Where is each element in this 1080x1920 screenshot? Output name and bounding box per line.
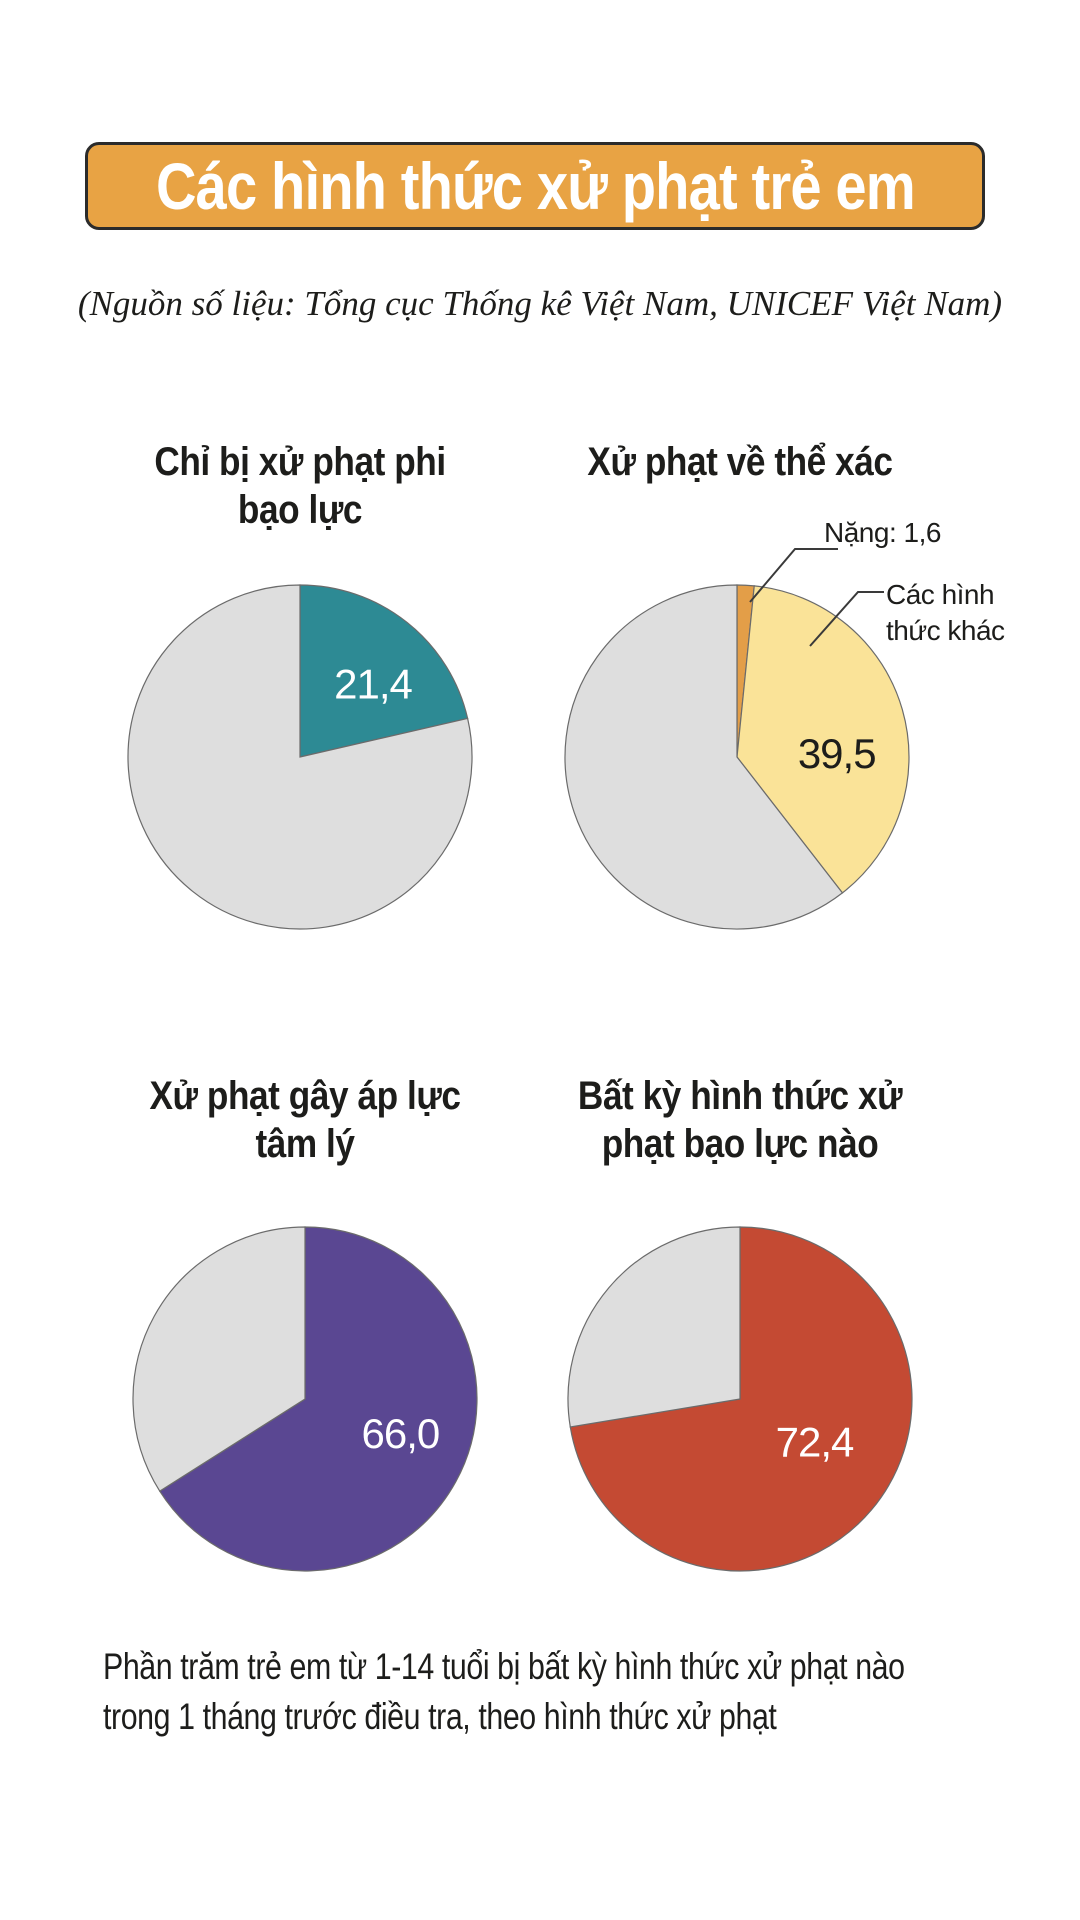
chart-title-line: phạt bạo lực nào xyxy=(601,1122,879,1166)
footer-caption: Phần trăm trẻ em từ 1-14 tuổi bị bất kỳ … xyxy=(103,1642,1021,1742)
source-note: (Nguồn số liệu: Tổng cục Thống kê Việt N… xyxy=(77,284,1003,323)
chart-title-line: tâm lý xyxy=(255,1122,355,1166)
chart-title-line: Bất kỳ hình thức xử xyxy=(577,1074,903,1118)
pie-value-label: 66,0 xyxy=(362,1410,440,1457)
pie-slice xyxy=(299,584,469,758)
pie-value-label: 39,5 xyxy=(798,730,876,777)
pie-slice xyxy=(127,584,473,930)
chart-title-line: Chỉ bị xử phạt phi xyxy=(154,440,446,484)
chart-title-line: Xử phạt gây áp lực xyxy=(149,1074,461,1118)
annotation-label: Các hình xyxy=(886,579,994,610)
pie-slice xyxy=(567,1226,741,1428)
pie-value-label: 21,4 xyxy=(334,661,412,708)
pie-slice xyxy=(158,1226,478,1572)
pie-slice xyxy=(132,1226,306,1492)
pie-slice xyxy=(736,585,910,894)
annotation-leader-line xyxy=(749,548,838,603)
chart-title-line: Xử phạt về thể xác xyxy=(587,440,893,484)
chart-title-physical: Xử phạt về thể xác xyxy=(529,438,951,486)
annotation-label: Nặng: 1,6 xyxy=(824,517,941,548)
pie-slice xyxy=(569,1226,913,1572)
pie-slice xyxy=(564,584,844,930)
pie-value-label: 72,4 xyxy=(776,1419,854,1466)
footer-caption-line: trong 1 tháng trước điều tra, theo hình … xyxy=(103,1696,777,1737)
annotation-label: thức khác xyxy=(886,615,1005,646)
header-title-box: Các hình thức xử phạt trẻ em xyxy=(85,142,985,230)
page-title: Các hình thức xử phạt trẻ em xyxy=(155,149,916,223)
annotation-leader-line xyxy=(809,591,884,647)
footer-caption-line: Phần trăm trẻ em từ 1-14 tuổi bị bất kỳ … xyxy=(103,1646,905,1687)
chart-title-line: bạo lực xyxy=(237,488,363,532)
chart-title-any-violent: Bất kỳ hình thức xử phạt bạo lực nào xyxy=(529,1072,951,1168)
chart-title-non-violent: Chỉ bị xử phạt phi bạo lực xyxy=(89,438,511,534)
chart-title-psychological: Xử phạt gây áp lực tâm lý xyxy=(94,1072,516,1168)
